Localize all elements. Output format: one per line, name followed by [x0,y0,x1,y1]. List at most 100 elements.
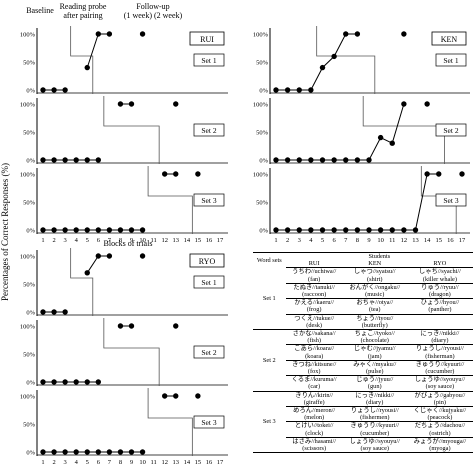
table-word-cell: めろん//meron//(melon) [285,406,343,423]
x-axis-label: Blocks of trials [104,239,153,248]
table-word-cell: おちゃ//otya//(tea) [342,298,407,315]
x-tick-label: 13 [412,237,419,244]
data-point [401,101,407,107]
data-point [117,449,124,455]
set-label: Set 3 [443,196,458,205]
set-1-plot: 100% 50% 0% Set 1 [20,248,228,317]
x-tick-label: 15 [195,237,202,244]
table-word-cell: りゅう//ryuu//(dragon) [406,283,473,300]
table-row: こあら//koara//(koara) じゃむ//jyamu//(jam) りょうし… [253,344,473,361]
x-tick-label: 3 [298,237,301,244]
data-point [40,87,46,93]
data-point [95,157,102,163]
data-point [51,449,57,455]
data-point [128,101,135,107]
x-tick-label: 10 [139,459,146,466]
x-tick-label: 9 [367,237,370,244]
data-point [343,31,349,37]
y-tick-label: 50% [23,352,36,359]
data-point [319,64,326,71]
x-tick-label: 14 [424,237,431,244]
table-word-cell: とけい//tokei//(clock) [285,421,343,438]
data-point [195,393,201,399]
data-point [51,227,57,233]
data-point [139,449,146,455]
set-label-box [435,123,467,137]
data-point [173,101,179,107]
data-point [106,31,113,37]
data-point [51,309,57,315]
x-tick-label: 11 [150,459,156,466]
data-point [296,87,302,93]
y-tick-label: 100% [20,32,36,39]
data-point [389,227,395,233]
data-point [412,227,419,233]
data-point [139,31,146,37]
x-tick-label: 17 [217,459,224,466]
word-sets-table-container: Word sets Students RUI KEN RYO Set 1 うちわ/… [253,251,473,472]
table-word-cell: にっき//nikki//(diary) [342,391,407,408]
table-set-3: Set 3 きりん//kirin//(giraffe) にっき//nikki//(d… [253,391,473,454]
data-point [459,171,465,177]
data-point [84,64,90,71]
y-tick-label: 100% [253,172,269,179]
set-label-box [193,415,225,429]
data-point [84,227,90,233]
x-tick-label: 6 [333,237,337,244]
set-3-plot: 100% 50% 0% Set 3 [20,166,228,235]
data-point [62,87,68,93]
data-line [276,173,439,231]
data-point [106,449,113,455]
data-point [40,449,46,455]
phase-change-line [103,96,160,164]
table-word-cell: うちわ//uchiwa//(fan) [285,267,343,284]
data-point [117,101,124,107]
y-tick-label: 50% [256,60,269,67]
y-tick-label: 50% [23,60,36,67]
table-row: くるま//kuruma//(car) じゅう//jyuu//(gun) しょうゆ//… [253,375,473,392]
table-word-cell: がびょう//gabyou//(pin) [406,391,473,408]
x-tick-label: 5 [86,459,89,466]
table-word-cell: きゅうり//kyuuri//(cucumber) [406,360,473,377]
data-point [106,227,113,233]
y-tick-label: 100% [20,324,36,331]
set-3-plot: 100% 50% 0% Set 3 [20,388,228,457]
x-tick-label: 4 [309,237,313,244]
set-1-plot: 100% 50% 0% Set 1 [20,26,228,95]
y-tick-label: 50% [256,130,269,137]
panel-ken: KEN 100% 50% 0% Set 1 100% 50% 0% Set 2 100% 50% 0%… [253,26,470,244]
table-word-cell: ちょう//tyou//(butterfly) [342,314,407,331]
y-tick-label: 50% [23,422,36,429]
data-point [40,227,46,233]
data-point [62,157,68,163]
x-tick-label: 8 [119,237,122,244]
data-line [86,33,110,68]
set-label: Set 2 [443,126,458,135]
set-label-box [193,275,225,289]
set-label: Set 1 [201,278,216,287]
y-tick-label: 0% [26,450,35,457]
y-tick-label: 0% [26,380,35,387]
y-tick-label: 100% [20,102,36,109]
set-label: Set 1 [443,56,458,65]
data-line [276,103,405,161]
data-point [284,227,291,233]
table-set-1: Set 1 うちわ//uchiwa//(fan) しゃつ//syatsu//(shi… [253,267,473,331]
table-row: Set 1 うちわ//uchiwa//(fan) しゃつ//syatsu//(shi… [253,267,473,331]
data-point [424,171,430,177]
x-tick-label: 3 [64,459,67,466]
table-word-cell: しゃつ//syatsu//(shirt) [342,267,407,284]
data-point [95,449,102,455]
data-point [377,134,384,141]
phase-change-line [70,26,94,94]
y-tick-label: 0% [26,88,35,95]
table-row: はさみ//hasami//(scissors) しょうゆ//syouyu//(so… [253,437,473,454]
data-point [273,157,279,163]
data-point [84,270,90,276]
data-point [73,379,79,385]
data-point [366,227,372,233]
y-tick-label: 100% [20,172,36,179]
data-point [51,157,57,163]
